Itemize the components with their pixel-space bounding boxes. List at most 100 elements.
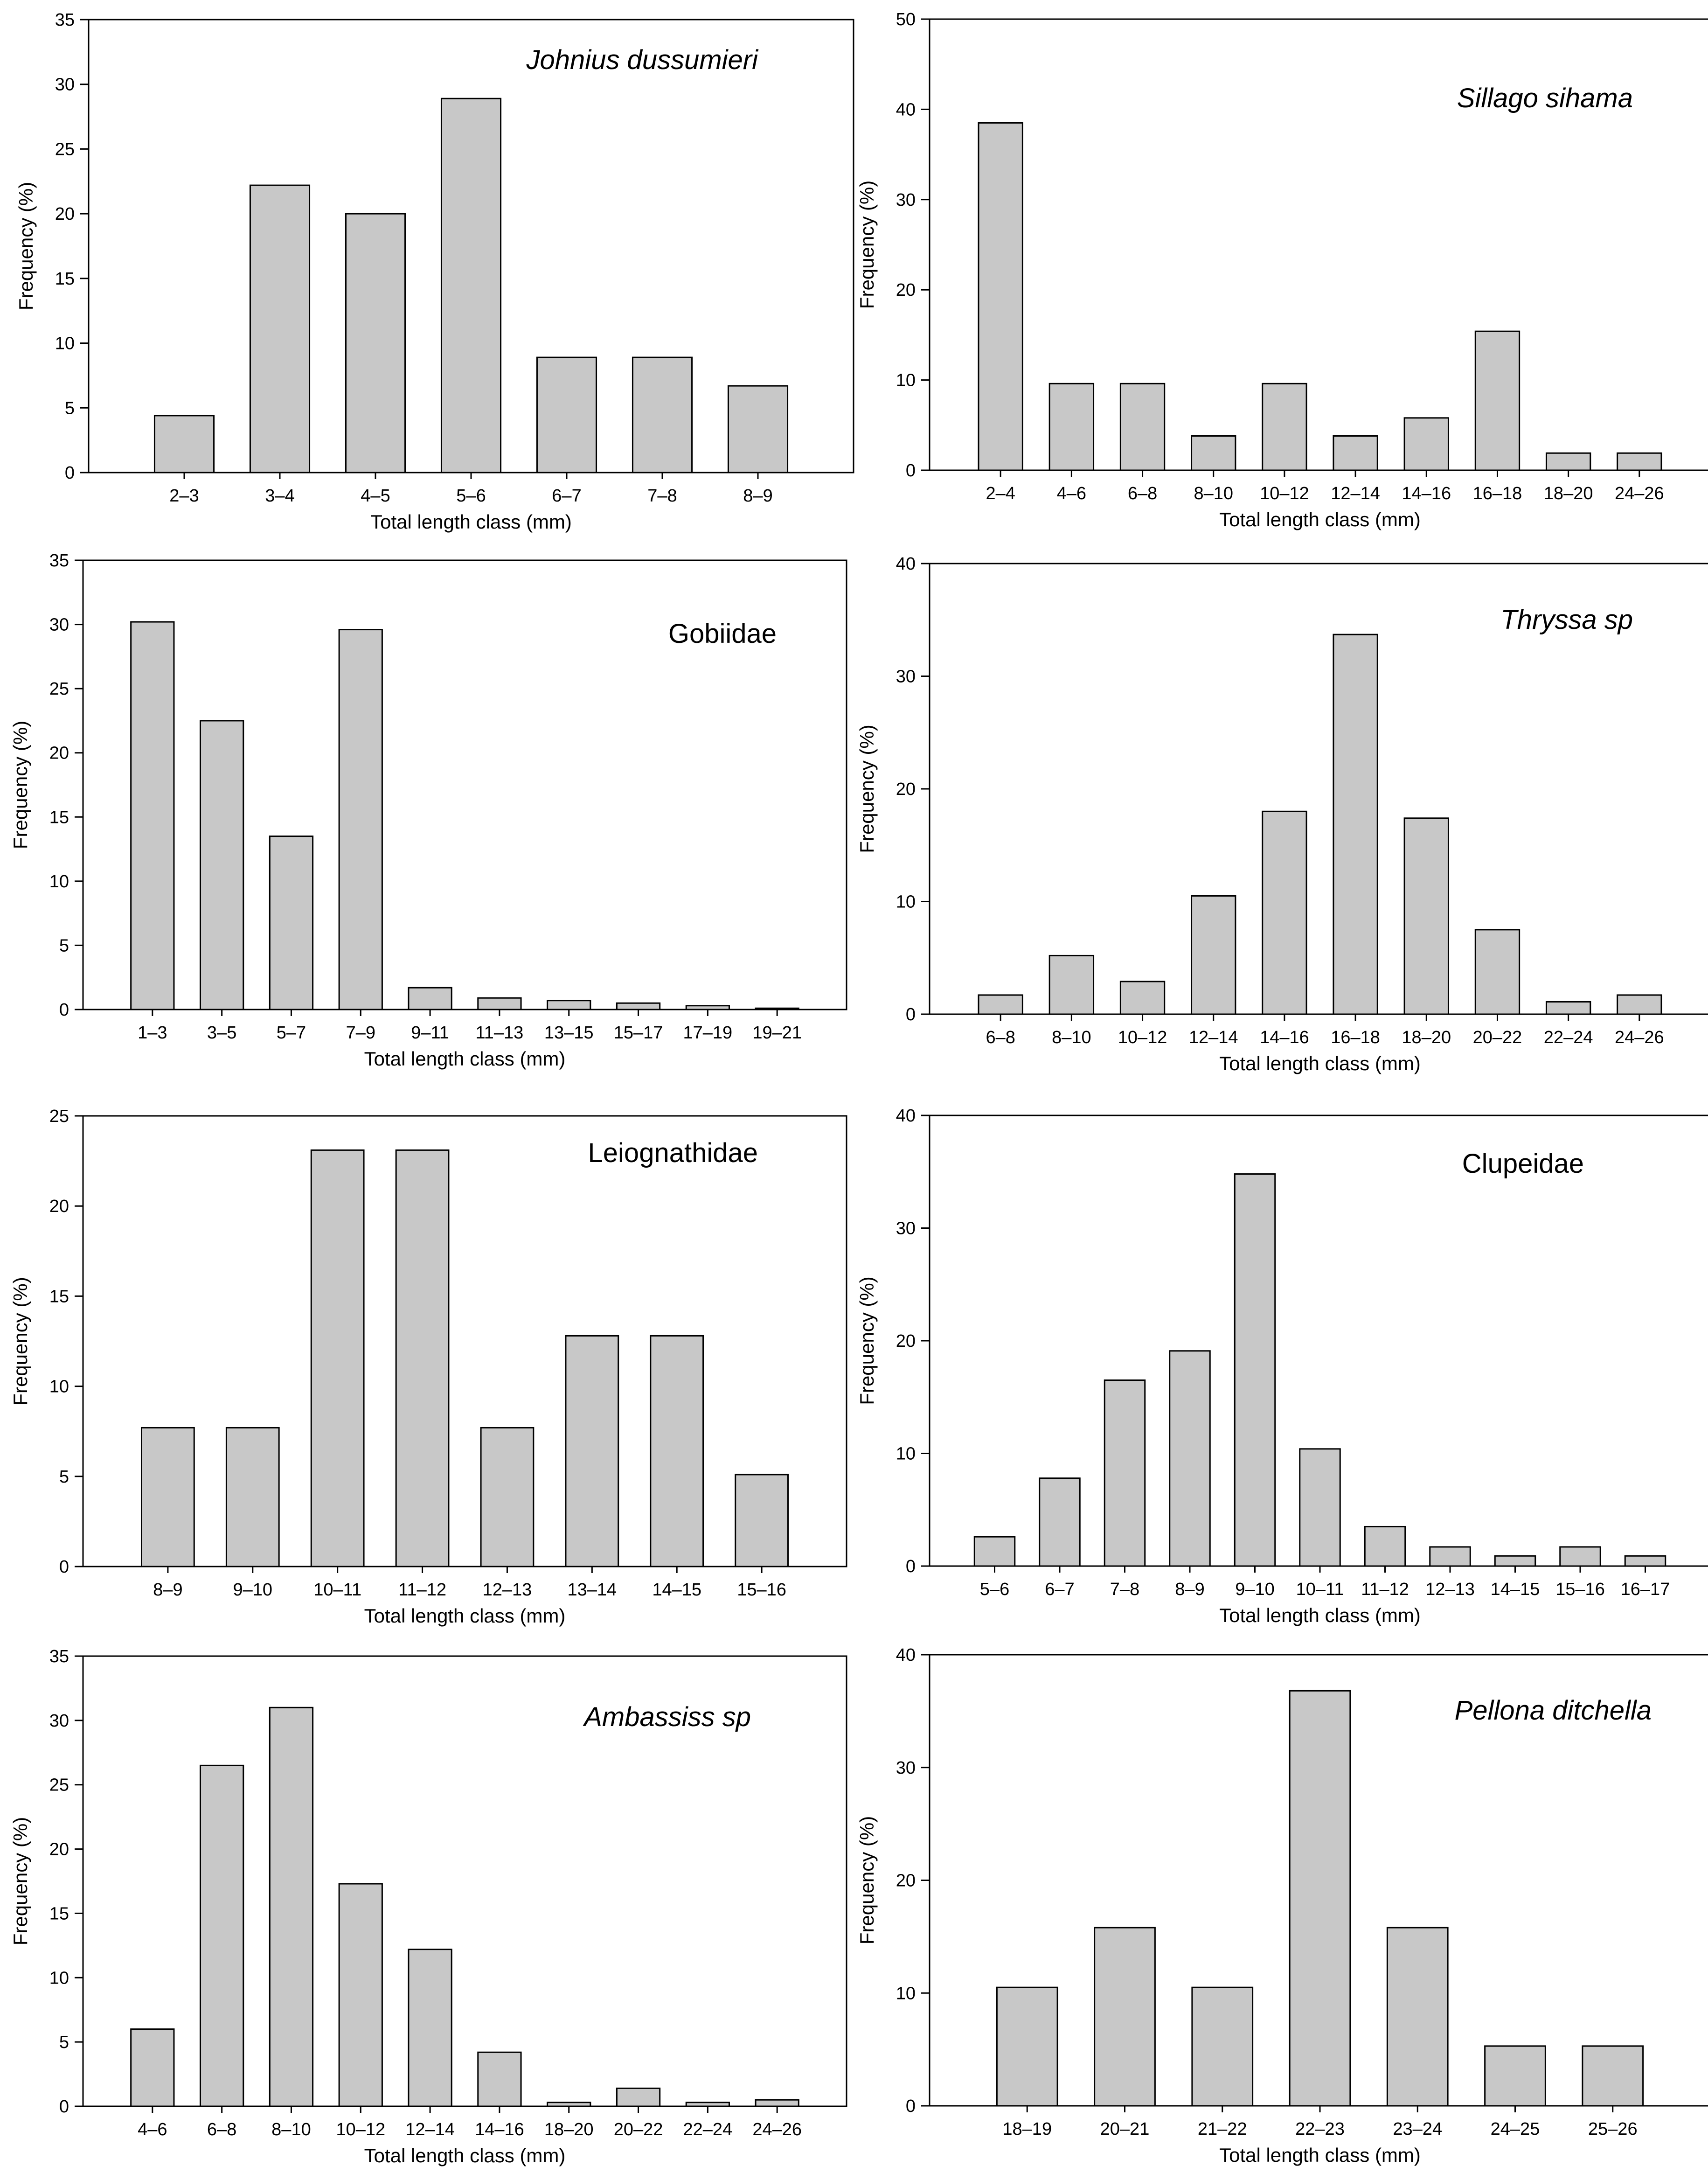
chart-thryssa-sp: 0 10 20 30 40 6–8 8–10 10–12 12–14 14–16 16–18 18–2… — [854, 545, 1708, 1090]
y-tick-label: 20 — [896, 780, 916, 799]
bar — [565, 1335, 619, 1567]
bar — [1119, 383, 1166, 471]
bar — [1333, 634, 1378, 1015]
x-tick-label: 17–19 — [683, 1023, 733, 1043]
x-tick-label: 9–10 — [233, 1580, 273, 1600]
x-tick-label: 12–14 — [1331, 484, 1380, 503]
bar — [616, 2087, 661, 2107]
chart-title: Johnius dussumieri — [526, 45, 759, 75]
bar — [727, 385, 789, 474]
bar — [130, 2028, 175, 2107]
x-tick-label: 20–21 — [1100, 2119, 1150, 2139]
bar — [755, 2099, 799, 2107]
y-tick-label: 5 — [65, 398, 75, 418]
y-tick-label: 40 — [896, 1106, 916, 1126]
x-tick-label: 13–15 — [544, 1023, 594, 1043]
y-tick-label: 5 — [59, 2033, 69, 2052]
x-tick-label: 18–20 — [544, 2120, 594, 2139]
bar — [1191, 1986, 1254, 2107]
x-axis-label: Total length class (mm) — [364, 1605, 566, 1627]
x-tick-label: 12–13 — [1425, 1580, 1475, 1599]
y-tick-label: 10 — [49, 1377, 69, 1397]
bar — [735, 1474, 789, 1567]
x-tick-label: 25–26 — [1588, 2119, 1638, 2139]
x-axis-label: Total length class (mm) — [1219, 1052, 1421, 1074]
x-tick-label: 14–16 — [475, 2120, 524, 2139]
chart-title: Sillago sihama — [1457, 83, 1633, 113]
x-tick-label: 14–16 — [1260, 1028, 1309, 1047]
x-tick-label: 5–6 — [980, 1580, 1009, 1599]
x-tick-label: 11–12 — [1361, 1580, 1409, 1599]
bar — [1617, 452, 1662, 471]
x-axis-label: Total length class (mm) — [1219, 508, 1421, 530]
y-tick-label: 20 — [49, 1197, 69, 1216]
chart-ambassiss-sp: 0 5 10 15 20 25 30 35 4–6 6–8 8–10 10–12 12–14 14–16 1… — [0, 1635, 854, 2180]
y-tick-label: 40 — [896, 100, 916, 119]
y-tick-label: 0 — [906, 2096, 916, 2116]
bar — [1545, 1001, 1591, 1015]
x-tick-label: 2–4 — [986, 484, 1015, 503]
x-tick-label: 19–21 — [752, 1023, 802, 1043]
x-tick-label: 7–9 — [346, 1023, 375, 1043]
bar — [1617, 994, 1662, 1015]
x-tick-label: 7–8 — [1110, 1580, 1139, 1599]
chart-gobiidae: 0 5 10 15 20 25 30 35 1–3 3–5 5–7 7–9 9–11 11–13 13–15… — [0, 545, 854, 1090]
y-tick-label: 20 — [55, 204, 75, 224]
bar — [536, 356, 597, 474]
x-tick-label: 24–26 — [1615, 1028, 1664, 1047]
x-tick-label: 18–20 — [1544, 484, 1593, 503]
bar — [1191, 435, 1236, 471]
chart-pellona-ditchella: 0 10 20 30 40 18–19 20–21 21–22 22–23 23–24 24–25 2… — [854, 1635, 1708, 2180]
plot-frame — [82, 1115, 847, 1567]
chart-title: Leiognathidae — [588, 1138, 758, 1168]
bar — [1403, 817, 1449, 1015]
y-axis-label: Frequency (%) — [15, 182, 37, 310]
x-tick-label: 6–8 — [207, 2120, 236, 2139]
bar — [978, 122, 1023, 471]
bar — [1299, 1448, 1341, 1567]
y-tick-label: 5 — [59, 936, 69, 955]
bar — [1119, 981, 1166, 1015]
x-tick-label: 20–22 — [614, 2120, 663, 2139]
x-tick-label: 12–14 — [405, 2120, 455, 2139]
y-tick-label: 20 — [49, 744, 69, 763]
plot-frame — [82, 559, 847, 1010]
bar — [685, 2102, 730, 2107]
bar — [685, 1005, 730, 1010]
bar — [225, 1427, 280, 1567]
plot-frame — [82, 1655, 847, 2107]
x-tick-label: 9–11 — [411, 1023, 449, 1043]
bar — [973, 1536, 1016, 1567]
x-tick-label: 11–13 — [475, 1023, 523, 1043]
bar — [1048, 954, 1095, 1015]
bar — [477, 2051, 522, 2107]
x-tick-label: 21–22 — [1198, 2119, 1247, 2139]
x-tick-label: 14–16 — [1402, 484, 1451, 503]
x-tick-label: 22–24 — [683, 2120, 733, 2139]
x-tick-label: 20–22 — [1473, 1028, 1522, 1047]
y-tick-label: 35 — [49, 551, 69, 571]
y-tick-label: 10 — [49, 1968, 69, 1988]
x-tick-label: 4–5 — [361, 486, 390, 506]
y-tick-label: 30 — [896, 1219, 916, 1239]
y-tick-label: 0 — [59, 2097, 69, 2117]
chart-title: Thryssa sp — [1500, 605, 1633, 635]
bar — [632, 356, 693, 474]
x-tick-label: 24–26 — [1615, 484, 1664, 503]
y-tick-label: 25 — [55, 139, 75, 159]
y-tick-label: 20 — [896, 1871, 916, 1891]
bar — [338, 1883, 383, 2107]
bar — [141, 1427, 195, 1567]
x-axis-label: Total length class (mm) — [364, 1048, 566, 1070]
y-tick-label: 0 — [906, 1557, 916, 1576]
bar — [1582, 2045, 1644, 2107]
bar — [310, 1149, 365, 1567]
x-tick-label: 12–13 — [483, 1580, 532, 1600]
bar — [1494, 1555, 1536, 1567]
x-tick-label: 14–15 — [652, 1580, 701, 1600]
bar — [755, 1007, 799, 1010]
bar — [1484, 2045, 1546, 2107]
x-tick-label: 10–11 — [313, 1580, 361, 1600]
y-tick-label: 30 — [49, 1711, 69, 1731]
y-tick-label: 10 — [896, 371, 916, 390]
